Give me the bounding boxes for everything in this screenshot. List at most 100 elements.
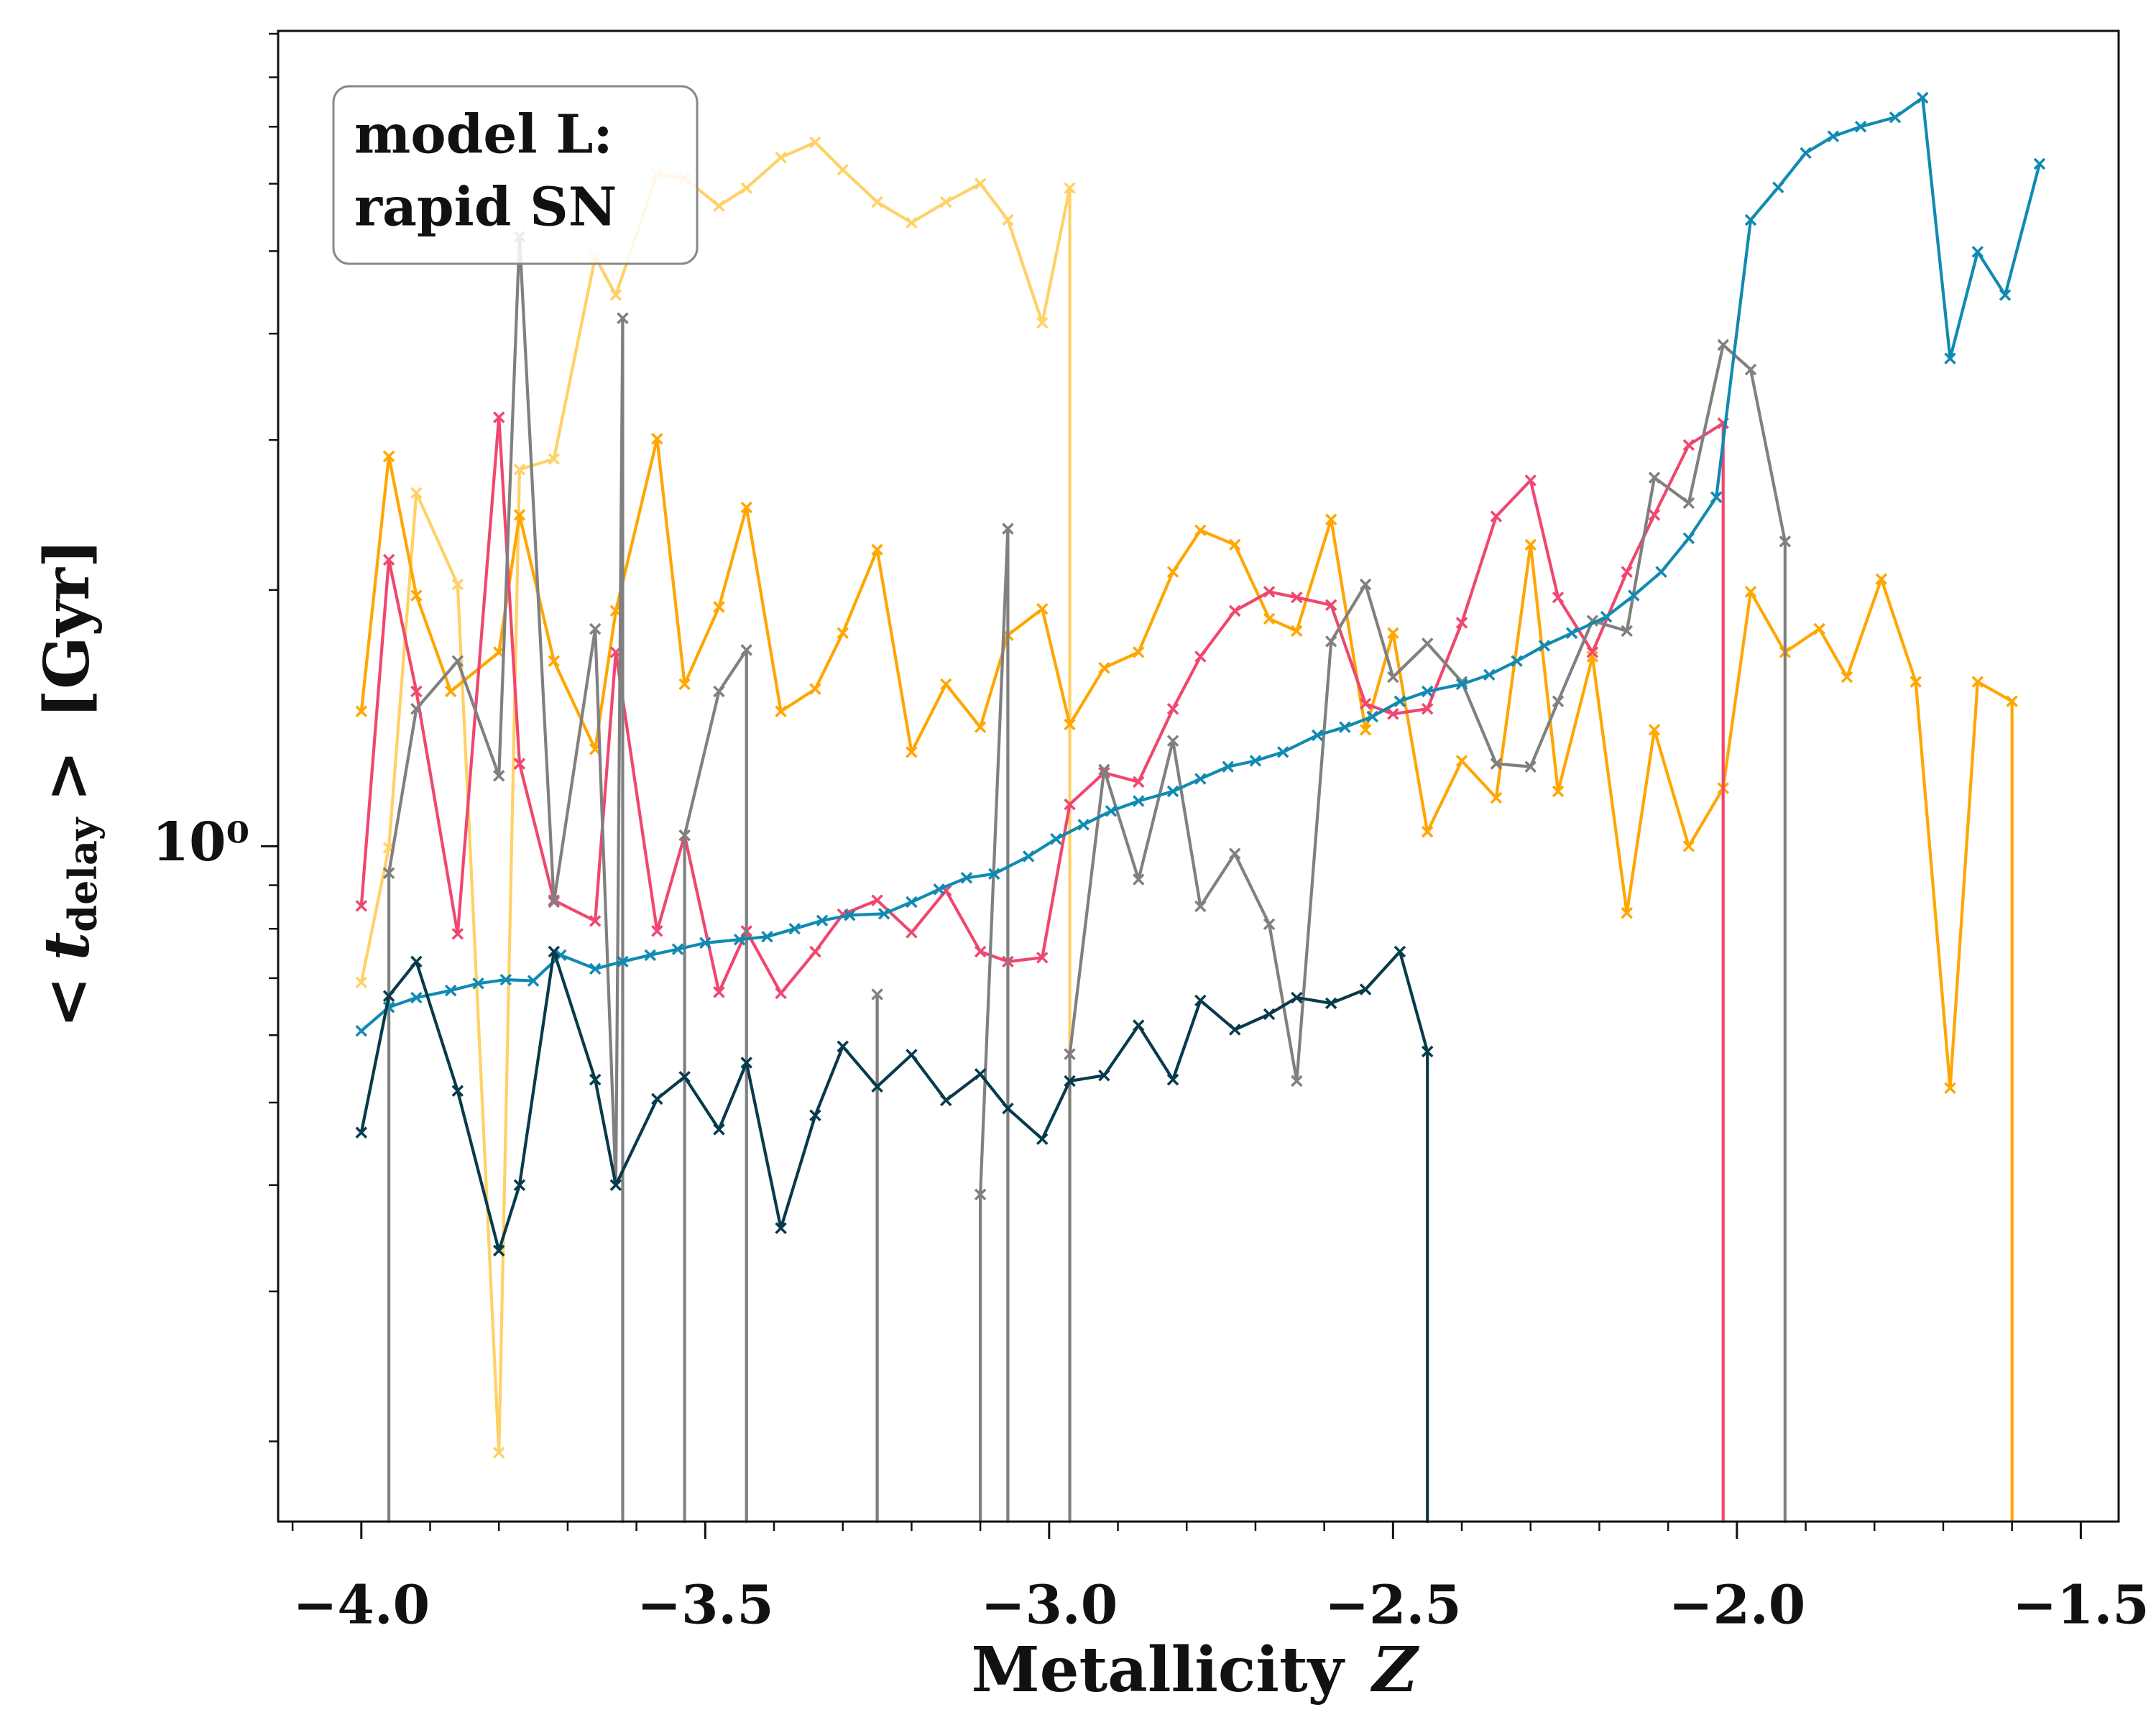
point-marker [1648, 509, 1661, 521]
point-marker [1717, 339, 1729, 351]
line-segment [1171, 655, 1202, 711]
line-segment [655, 437, 686, 686]
line-segment [1199, 852, 1237, 908]
line-segment [1914, 680, 1952, 1090]
point-marker [1166, 566, 1179, 578]
point-marker [644, 949, 656, 962]
line-segment [359, 558, 391, 908]
line-segment [415, 988, 453, 1000]
line-segment [1460, 673, 1491, 686]
line-segment [648, 947, 680, 957]
line-segment [992, 855, 1031, 875]
point-marker [410, 685, 423, 698]
point-marker [492, 770, 505, 782]
line-segment [655, 834, 686, 933]
line-segment [2003, 162, 2042, 297]
point-marker [733, 933, 746, 946]
line-segment [944, 682, 982, 729]
point-marker [410, 955, 423, 968]
point-marker [1552, 695, 1565, 707]
line-segment [1921, 96, 1952, 360]
line-segment [1041, 1079, 1072, 1141]
point-marker [678, 678, 691, 691]
line-segment [1398, 949, 1429, 1054]
line-segment [1845, 577, 1883, 679]
line-segment [1659, 536, 1690, 574]
line-segment [552, 659, 597, 751]
point-marker [451, 1085, 464, 1098]
point-marker [1263, 918, 1276, 931]
point-marker [1098, 1070, 1110, 1082]
point-marker [877, 908, 890, 920]
line-segment [415, 491, 459, 586]
line-segment [1082, 809, 1113, 827]
line-segment [1363, 702, 1395, 716]
point-marker [1421, 685, 1434, 698]
point-marker [1291, 591, 1303, 604]
point-marker [1971, 246, 1984, 258]
point-marker [617, 312, 629, 325]
point-marker [1744, 213, 1757, 226]
point-marker [1682, 840, 1695, 852]
line-segment [1570, 615, 1608, 635]
line-segment [415, 659, 459, 711]
line-segment [875, 548, 913, 754]
point-marker [548, 896, 561, 908]
point-marker [1710, 491, 1723, 504]
line-segment [387, 995, 418, 1009]
x-tick-label: −1.5 [2012, 1575, 2150, 1637]
series [382, 230, 1792, 1524]
line-segment [1233, 852, 1271, 926]
point-marker [382, 990, 395, 1002]
line-segment [848, 912, 886, 917]
point-marker [906, 216, 918, 229]
line-segment [359, 454, 391, 713]
point-marker [871, 894, 883, 906]
point-marker [713, 1123, 725, 1136]
line-segment [1253, 750, 1285, 763]
point-marker [1552, 785, 1565, 798]
point-marker [1194, 650, 1207, 663]
point-marker [451, 928, 464, 940]
point-marker [837, 1040, 849, 1053]
line-segment [552, 949, 597, 1082]
line-segment [883, 900, 913, 916]
point-marker [1586, 646, 1599, 658]
point-marker [1359, 697, 1372, 710]
point-marker [809, 683, 821, 695]
point-marker [1511, 655, 1523, 667]
line-segment [683, 834, 721, 994]
point-marker [2033, 157, 2046, 170]
line-segment [910, 888, 948, 934]
point-marker [499, 973, 512, 986]
line-segment [1948, 250, 1979, 360]
point-marker [492, 1244, 505, 1257]
line-segment [1137, 739, 1175, 881]
point-marker [1909, 676, 1922, 688]
point-marker [1538, 640, 1551, 652]
line-segment [1391, 631, 1429, 834]
point-marker [1002, 1103, 1014, 1115]
line-segment [594, 650, 617, 923]
point-marker [1166, 735, 1179, 747]
line-segment [1494, 479, 1532, 518]
point-marker [713, 685, 725, 698]
line-segment [456, 583, 501, 1455]
point-marker [444, 984, 457, 997]
point-marker [589, 622, 602, 635]
plot-area [355, 91, 2046, 1524]
point-marker [1228, 847, 1241, 860]
line-segment [1426, 642, 1464, 684]
line-segment [841, 168, 879, 204]
point-marker [1490, 510, 1503, 523]
line-segment [1330, 988, 1368, 1005]
line-segment [1295, 518, 1333, 632]
line-segment [841, 898, 879, 916]
line-segment [1295, 596, 1333, 607]
point-marker [1166, 785, 1179, 798]
point-marker [1621, 566, 1633, 578]
point-marker [1600, 610, 1613, 623]
line-segment [937, 876, 969, 891]
point-marker [761, 931, 773, 943]
point-marker [1490, 758, 1503, 770]
